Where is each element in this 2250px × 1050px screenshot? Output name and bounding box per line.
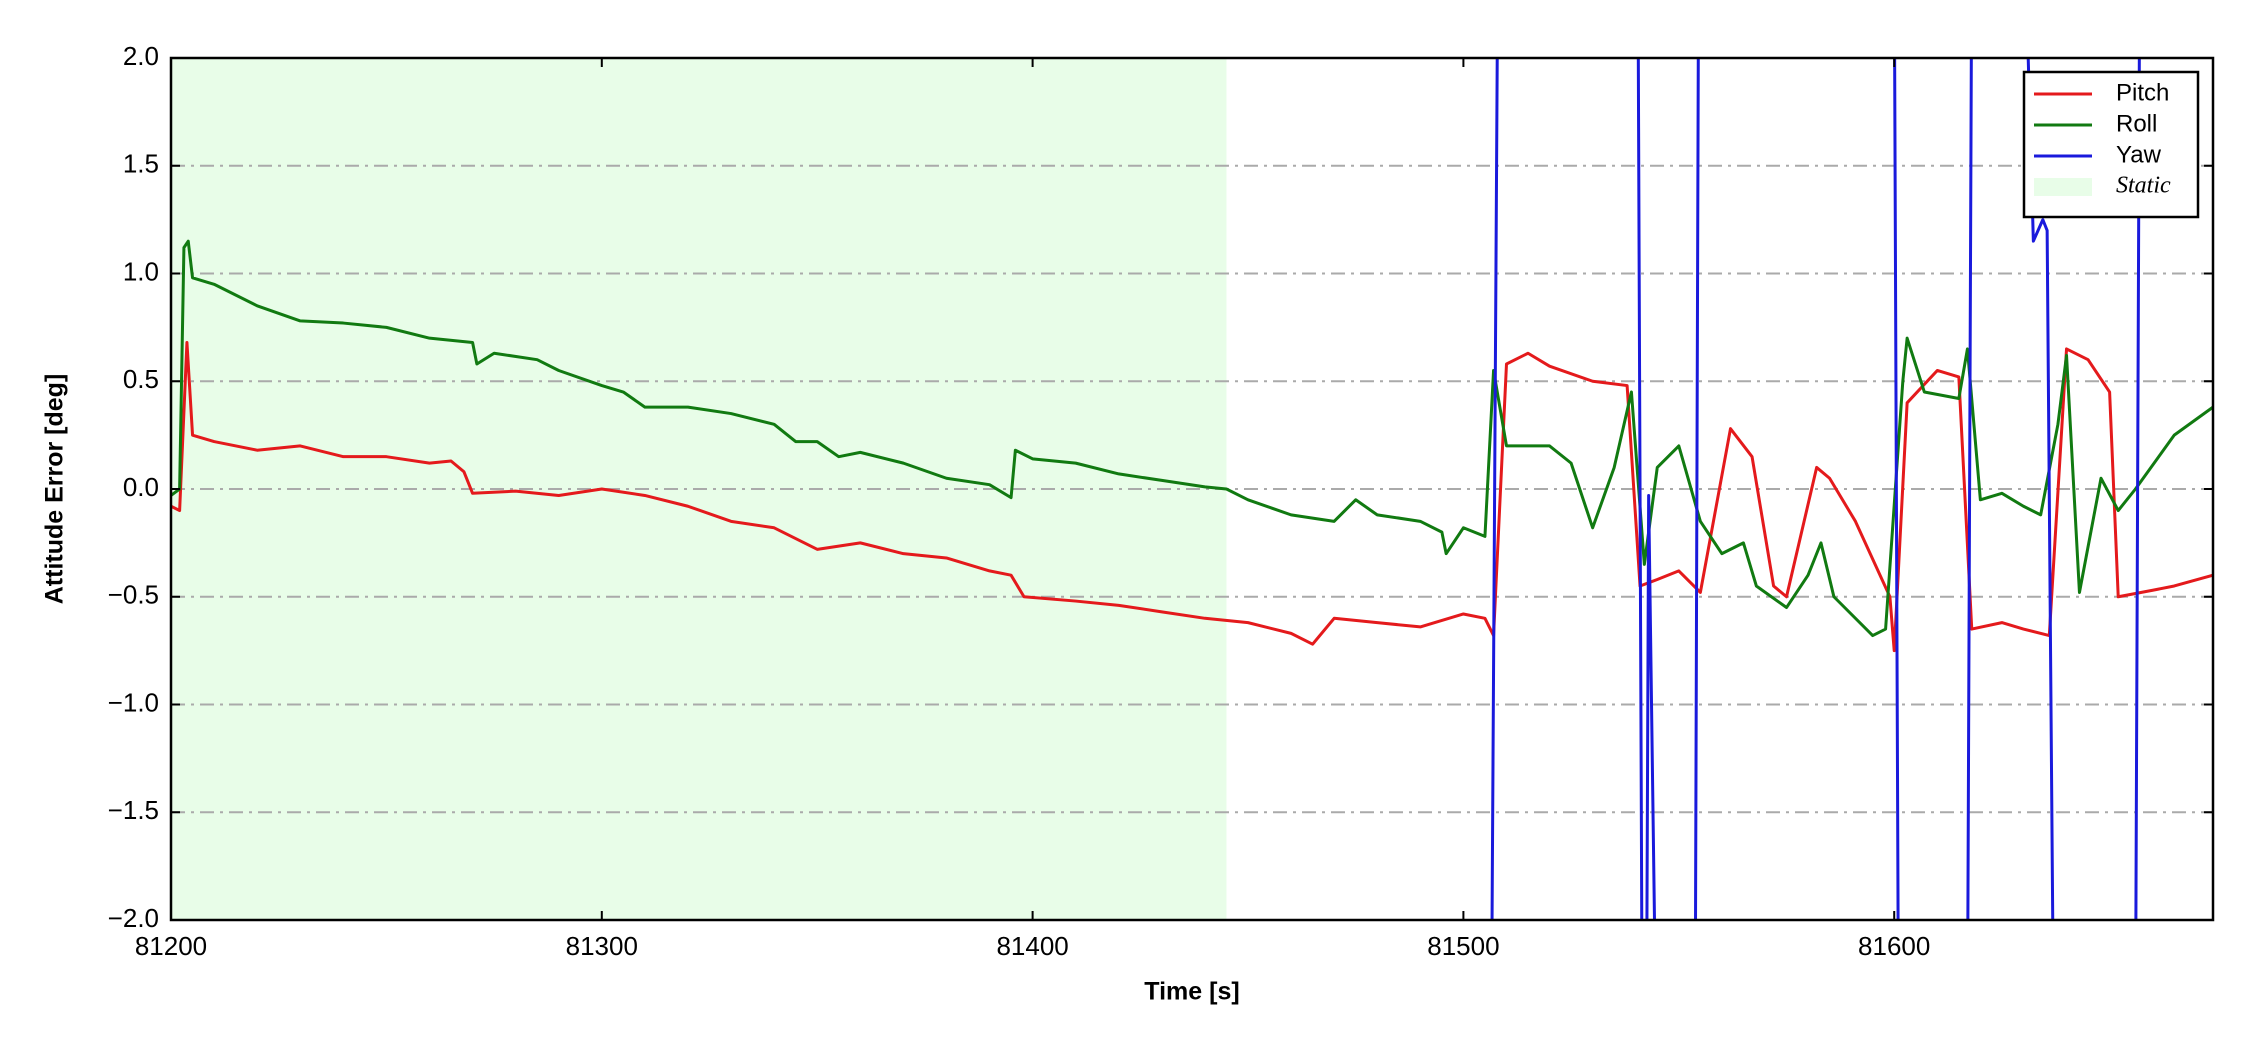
legend-swatch [2034, 178, 2092, 196]
series-line [171, 239, 2213, 638]
x-tick-label: 81300 [566, 931, 638, 961]
legend: Pitch Roll Yaw Static [2022, 70, 2200, 219]
y-tick-label: −1.0 [108, 687, 159, 717]
x-tick-label: 81400 [996, 931, 1068, 961]
series-line [1490, 58, 2141, 920]
y-tick-label: 1.0 [123, 256, 159, 286]
legend-label: Static [2116, 173, 2171, 199]
y-tick-label: −2.0 [108, 903, 159, 933]
y-tick-label: 1.5 [123, 149, 159, 179]
y-tick-label: 2.0 [123, 41, 159, 71]
tick-layer: −2.0 −1.5 −1.0 −0.5 0.0 0.5 1.0 1.5 2.0 81200 8130… [108, 41, 2213, 961]
line-layer [171, 58, 2213, 920]
x-tick-label: 81200 [135, 931, 207, 961]
x-axis-label: Time [s] [1144, 978, 1239, 1006]
y-tick-label: 0.0 [123, 472, 159, 502]
y-tick-label: −0.5 [108, 580, 159, 610]
y-tick-label: −1.5 [108, 795, 159, 825]
legend-label: Pitch [2116, 79, 2169, 106]
series-line [171, 340, 2213, 653]
legend-label: Roll [2116, 110, 2157, 137]
y-axis-label: Attitude Error [deg] [41, 374, 69, 605]
y-tick-label: 0.5 [123, 364, 159, 394]
legend-label: Yaw [2116, 141, 2162, 168]
x-tick-label: 81600 [1858, 931, 1930, 961]
x-tick-label: 81500 [1427, 931, 1499, 961]
